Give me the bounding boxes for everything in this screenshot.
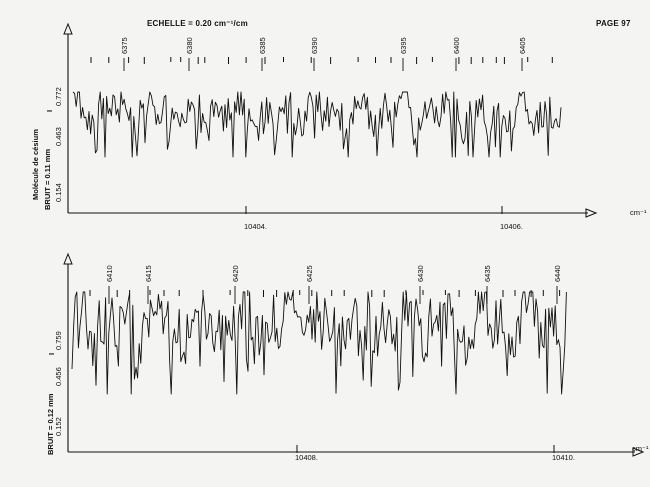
line-number-label: 6405	[518, 37, 527, 54]
line-number-label: 6440	[553, 265, 562, 282]
spectrum-trace	[72, 91, 562, 158]
y-tick-label: 0.759	[54, 331, 63, 350]
x-axis-arrow-top	[585, 208, 598, 218]
line-number-label: 6400	[452, 37, 461, 54]
y-tick-label: 0.463	[54, 127, 63, 146]
x-tick-label: 10404.	[244, 222, 267, 231]
x-axis-arrow-bottom	[632, 447, 645, 457]
x-tick-label: 10408.	[295, 453, 318, 462]
line-number-label: 6380	[185, 37, 194, 54]
y-tick-label: 0.772	[54, 87, 63, 106]
line-number-label: 6430	[416, 265, 425, 282]
line-number-label: 6375	[120, 37, 129, 54]
line-number-label: 6385	[258, 37, 267, 54]
x-axis-unit: cm⁻¹	[630, 208, 647, 217]
y-tick-label: 0.152	[54, 417, 63, 436]
x-tick-label: 10406.	[500, 222, 523, 231]
line-number-label: 6390	[310, 37, 319, 54]
line-number-label: 6395	[399, 37, 408, 54]
line-number-label: 6420	[231, 265, 240, 282]
y-tick-label: 0.456	[54, 367, 63, 386]
line-number-label: 6435	[483, 265, 492, 282]
line-number-label: 6410	[105, 265, 114, 282]
spectrum-trace	[71, 291, 567, 395]
y-axis-arrow-bottom	[63, 252, 73, 265]
line-number-label: 6425	[305, 265, 314, 282]
x-axis-unit: cm⁻¹	[632, 444, 649, 453]
scale-label: ECHELLE = 0.20 cm⁻¹/cm	[147, 19, 248, 28]
y-axis-arrow-top	[63, 22, 73, 35]
page-number: PAGE 97	[596, 19, 631, 28]
y-tick-label: 0.154	[54, 183, 63, 202]
x-tick-label: 10410.	[552, 453, 575, 462]
spectrum-panel-top: 0.772 0.463 0.154 10404. 10406. cm⁻¹ 6375 6380 6…	[54, 22, 647, 231]
spectrum-panel-bottom: 0.759 0.456 0.152 10408. 10410. cm⁻¹ 6410 6415 6…	[54, 252, 649, 462]
line-number-label: 6415	[144, 265, 153, 282]
